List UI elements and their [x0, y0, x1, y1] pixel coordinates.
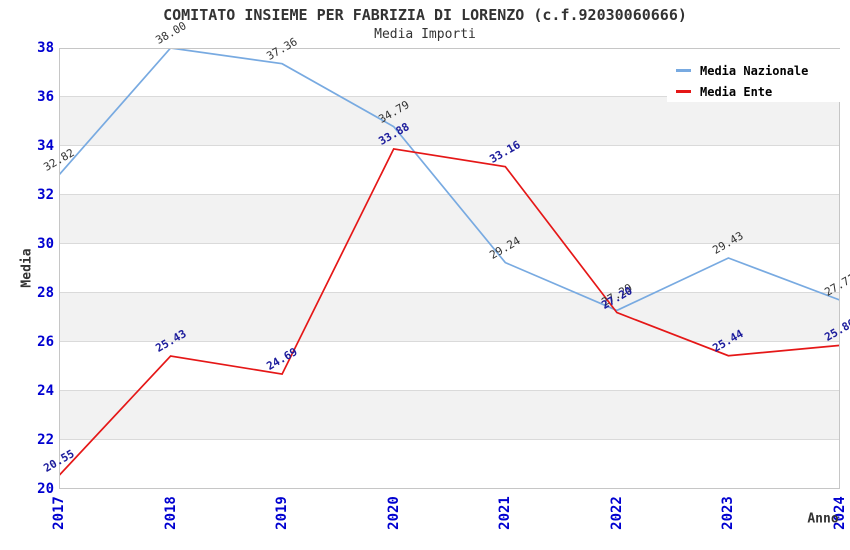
y-axis-title: Media [19, 248, 35, 288]
media-nazionale-line-swatch [676, 69, 691, 72]
legend: Media Nazionale Media Ente [667, 49, 844, 102]
y-tick: 38 [37, 40, 54, 56]
media-ente-line [59, 147, 840, 477]
x-tick: 2017 [51, 496, 67, 530]
y-tick: 30 [37, 236, 54, 252]
x-tick: 2023 [720, 496, 737, 530]
x-axis-title: Anno [807, 511, 839, 527]
x-tick: 2018 [162, 496, 179, 530]
y-tick: 20 [37, 481, 54, 497]
x-tick: 2021 [497, 496, 514, 530]
plot-area [59, 48, 840, 489]
y-tick: 32 [37, 187, 54, 203]
y-tick: 28 [37, 285, 54, 301]
legend-label-media-ente: Media Ente [700, 84, 773, 99]
y-tick: 24 [37, 383, 54, 399]
y-tick: 26 [37, 334, 54, 350]
chart-title: COMITATO INSIEME PER FABRIZIA DI LORENZO… [163, 6, 687, 24]
y-tick: 22 [37, 432, 54, 448]
line-plot-canvas [59, 48, 840, 477]
media-ente-line-swatch [676, 90, 691, 93]
legend-item-media-ente: Media Ente [667, 81, 844, 102]
y-tick: 36 [37, 89, 54, 105]
legend-label-media-nazionale: Media Nazionale [700, 63, 809, 78]
legend-item-media-nazionale: Media Nazionale [667, 60, 844, 81]
media-nazionale-line [59, 48, 840, 312]
x-tick: 2022 [608, 496, 625, 530]
x-tick: 2019 [274, 496, 291, 530]
chart-subtitle: Media Importi [374, 27, 476, 42]
x-tick: 2020 [385, 496, 402, 530]
y-tick: 34 [37, 138, 54, 154]
